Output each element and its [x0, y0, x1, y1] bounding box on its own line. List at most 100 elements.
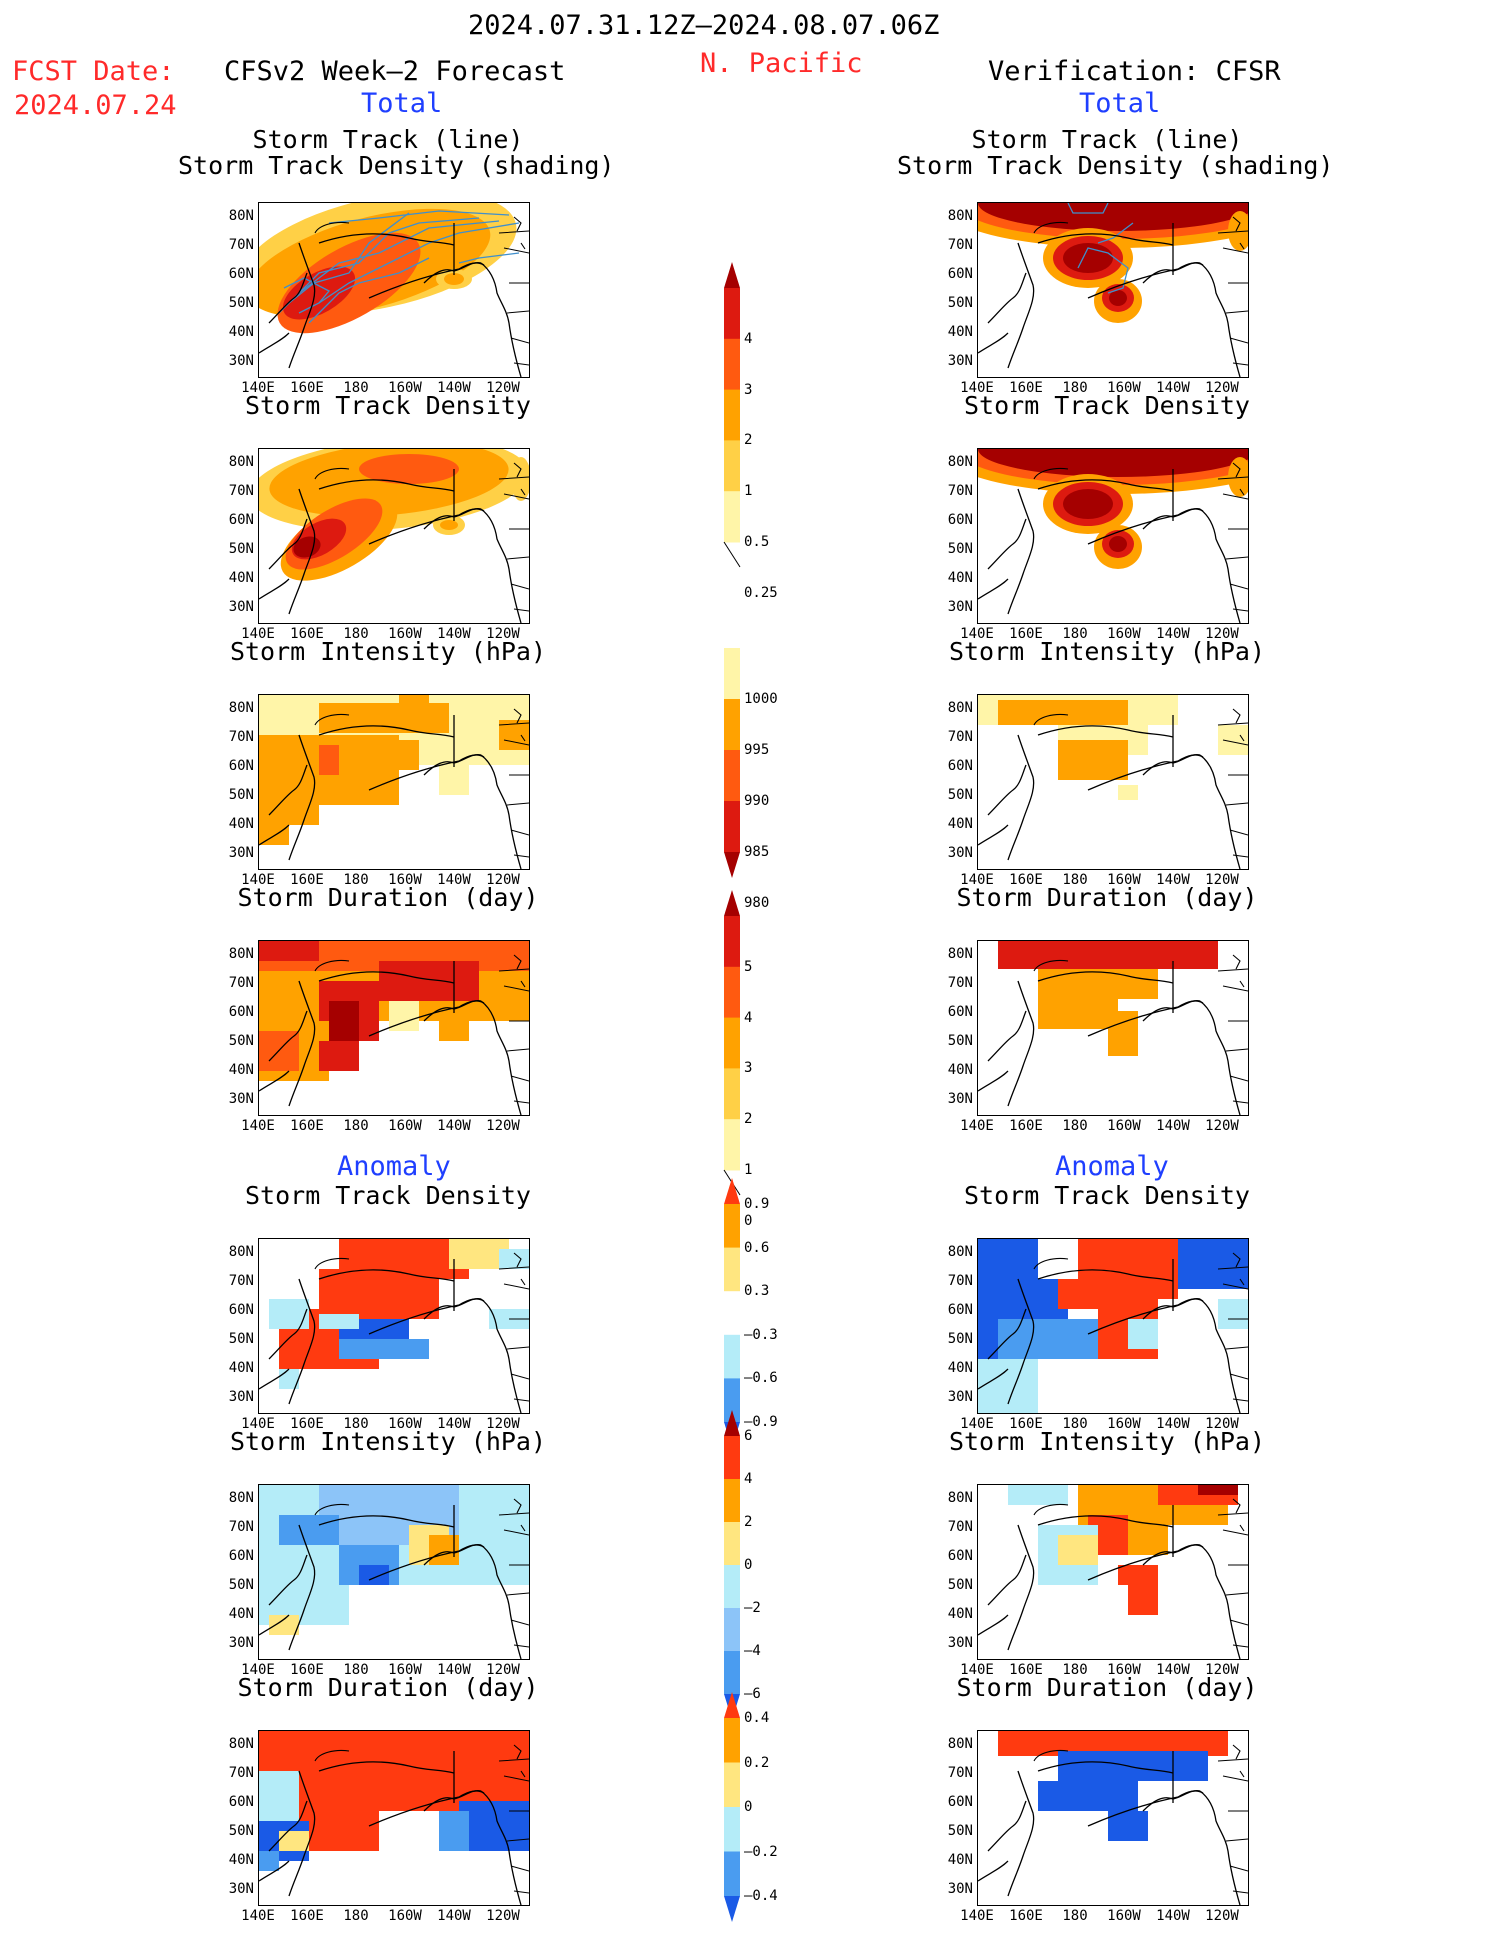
colorbar-label: –0.6 — [744, 1370, 778, 1387]
lat-label: 80N — [228, 208, 254, 224]
coastline-icon — [259, 216, 529, 377]
lon-label: 160E — [290, 380, 324, 396]
lat-label: 60N — [228, 758, 254, 774]
colorbar-duration_anom — [724, 1692, 740, 1922]
coastline-icon — [259, 462, 529, 623]
lon-label: 140W — [437, 872, 471, 888]
lat-label: 40N — [228, 1360, 254, 1376]
lat-label: 80N — [947, 1244, 973, 1260]
lon-label: 120W — [486, 872, 520, 888]
colorbar-label: 2 — [744, 1514, 753, 1530]
coastline-icon — [259, 708, 529, 869]
lon-label: 120W — [486, 626, 520, 642]
lat-label: 80N — [228, 1736, 254, 1752]
lat-label: 80N — [947, 946, 973, 962]
colorbar-label: 1 — [744, 483, 753, 500]
coastline-icon — [978, 1744, 1248, 1905]
panel-title-forecast-0-track_line: Storm Track (line) — [252, 125, 524, 154]
lat-label: 30N — [947, 1091, 973, 1107]
colorbar-label: –0.9 — [744, 1414, 778, 1430]
coastline-icon — [259, 954, 529, 1115]
panel-title-verification-2-intensity: Storm Intensity (hPa) — [948, 637, 1266, 666]
lat-label: 70N — [228, 1765, 254, 1781]
colorbar-label: 0.4 — [744, 1710, 770, 1726]
colorbar-label: 0.6 — [744, 1239, 770, 1256]
colorbar-label: 990 — [744, 793, 770, 809]
lon-label: 140W — [1156, 380, 1190, 396]
lon-label: 160W — [388, 872, 422, 888]
panel-title-forecast-1-density: Storm Track Density — [245, 391, 531, 420]
lon-label: 160E — [290, 872, 324, 888]
lat-label: 60N — [947, 512, 973, 528]
lon-label: 160W — [1107, 1416, 1141, 1432]
lat-label: 80N — [228, 700, 254, 716]
lat-label: 30N — [228, 1635, 254, 1651]
colorbar-label: 0.3 — [744, 1283, 770, 1300]
verification-title: Verification: CFSR — [988, 56, 1281, 87]
lat-label: 50N — [228, 1577, 254, 1593]
colorbar-label: –0.2 — [744, 1843, 778, 1860]
lat-label: 70N — [228, 1519, 254, 1535]
map-forecast-3 — [258, 940, 530, 1116]
lon-label: 160W — [1107, 1662, 1141, 1678]
colorbar-label: 4 — [744, 1471, 753, 1487]
panel-title-verification-3-duration: Storm Duration (day) — [956, 883, 1258, 912]
lat-label: 80N — [947, 1490, 973, 1506]
lon-label: 160W — [388, 380, 422, 396]
lat-label: 40N — [228, 1852, 254, 1868]
lat-label: 50N — [947, 1033, 973, 1049]
lon-label: 120W — [486, 1662, 520, 1678]
lon-label: 140W — [1156, 872, 1190, 888]
coastline-icon — [978, 1498, 1248, 1659]
panel-title-verification-0-track_shading: Storm Track Density (shading) — [897, 151, 1334, 180]
lat-label: 70N — [947, 975, 973, 991]
lat-label: 40N — [228, 570, 254, 586]
colorbar-label: 4 — [744, 330, 753, 347]
colorbar-label: 4 — [744, 1009, 753, 1026]
lon-label: 180 — [1062, 1662, 1088, 1678]
lon-label: 120W — [486, 1416, 520, 1432]
lat-label: 70N — [947, 483, 973, 499]
section-anomaly-left: Anomaly — [337, 1151, 451, 1182]
lon-label: 160E — [1009, 380, 1043, 396]
map-verification-2 — [977, 694, 1249, 870]
colorbar-label: 2 — [744, 1111, 753, 1128]
section-anomaly-right: Anomaly — [1055, 1151, 1169, 1182]
lat-label: 30N — [228, 1881, 254, 1897]
colorbar-label: 0.25 — [744, 584, 778, 601]
lat-label: 40N — [947, 1852, 973, 1868]
lon-label: 120W — [1205, 626, 1239, 642]
lon-label: 140E — [241, 380, 275, 396]
lat-label: 40N — [947, 1606, 973, 1622]
fcst-date-label: FCST Date: — [12, 56, 175, 87]
colorbar-label: 0.9 — [744, 1196, 770, 1212]
forecast-title: CFSv2 Week–2 Forecast — [224, 56, 566, 87]
lon-label: 120W — [1205, 1662, 1239, 1678]
lat-label: 60N — [947, 1548, 973, 1564]
lon-label: 180 — [1062, 380, 1088, 396]
coastline-icon — [978, 216, 1248, 377]
colorbar-label: 6 — [744, 1428, 753, 1444]
colorbar-label: 0.5 — [744, 534, 770, 550]
lat-label: 70N — [228, 1273, 254, 1289]
map-verification-1 — [977, 448, 1249, 624]
lat-label: 60N — [228, 1794, 254, 1810]
lat-label: 50N — [947, 787, 973, 803]
lon-label: 140W — [1156, 626, 1190, 642]
lat-label: 50N — [947, 1823, 973, 1839]
lon-label: 140W — [437, 1908, 471, 1924]
lat-label: 50N — [228, 787, 254, 803]
lat-label: 60N — [228, 1302, 254, 1318]
lon-label: 160E — [1009, 626, 1043, 642]
lat-label: 80N — [947, 1736, 973, 1752]
colorbar-label: –2 — [744, 1600, 761, 1616]
colorbar-label: 1 — [744, 1162, 753, 1178]
colorbar-label: –0.3 — [744, 1326, 778, 1343]
lon-label: 160W — [388, 1118, 422, 1134]
colorbar-intensity_total — [724, 648, 740, 878]
lon-label: 160E — [1009, 1416, 1043, 1432]
lat-label: 40N — [228, 1062, 254, 1078]
lon-label: 140W — [437, 1662, 471, 1678]
region-title: N. Pacific — [700, 48, 863, 79]
panel-title-verification-1-density: Storm Track Density — [964, 391, 1250, 420]
